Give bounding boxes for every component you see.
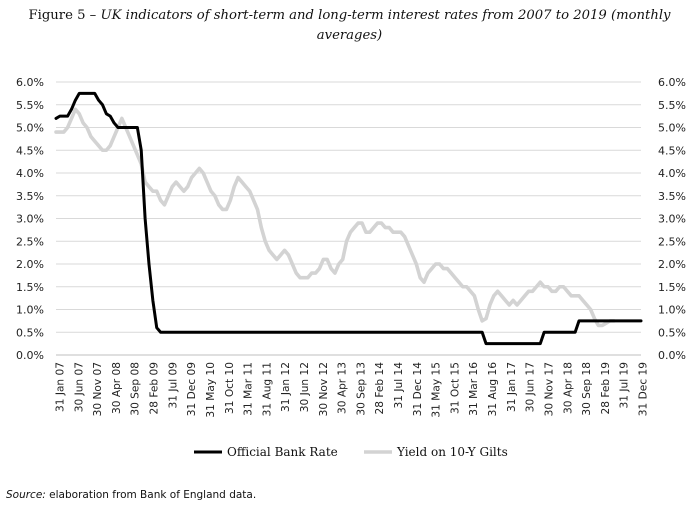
y-tick-label-right: 4.0% bbox=[658, 167, 686, 180]
y-axis-left: 0.0% 0.5% 1.0% 1.5% 2.0% 2.5% 3.0% 3.5% 4.0% 4.5%… bbox=[16, 76, 44, 362]
x-tick-label: 30 Apr 18 bbox=[562, 362, 574, 414]
x-tick-label: 31 Oct 15 bbox=[449, 362, 461, 414]
y-tick-label-right: 0.0% bbox=[658, 349, 686, 362]
x-tick-label: 31 Jan 17 bbox=[506, 362, 518, 412]
legend: Official Bank Rate Yield on 10-Y Gilts bbox=[194, 445, 508, 459]
y-tick-label-right: 6.0% bbox=[658, 76, 686, 89]
x-tick-label: 31 May 10 bbox=[205, 362, 217, 418]
x-tick-label: 31 Mar 11 bbox=[243, 362, 255, 416]
plot-area bbox=[54, 91, 643, 346]
y-tick-label-right: 1.5% bbox=[658, 281, 686, 294]
y-tick-label-right: 5.5% bbox=[658, 99, 686, 112]
x-tick-label: 30 Nov 07 bbox=[92, 362, 104, 416]
x-tick-label: 30 Sep 18 bbox=[581, 362, 593, 416]
y-tick-label-left: 6.0% bbox=[16, 76, 44, 89]
y-tick-label-left: 5.5% bbox=[16, 99, 44, 112]
x-tick-label: 31 Jan 12 bbox=[280, 362, 292, 412]
x-tick-label: 31 Dec 14 bbox=[412, 362, 424, 416]
x-tick-label: 28 Feb 09 bbox=[149, 362, 161, 414]
x-tick-label: 30 Sep 13 bbox=[355, 362, 367, 416]
y-tick-label-left: 0.0% bbox=[16, 349, 44, 362]
x-tick-label: 28 Feb 19 bbox=[600, 362, 612, 414]
grid-lines bbox=[56, 81, 641, 356]
x-tick-label: 28 Feb 14 bbox=[374, 362, 386, 415]
y-tick-label-right: 2.0% bbox=[658, 258, 686, 271]
figure-number: Figure 5 – bbox=[28, 8, 101, 23]
y-axis-right: 0.0% 0.5% 1.0% 1.5% 2.0% 2.5% 3.0% 3.5% 4.0% 4.5%… bbox=[658, 76, 686, 362]
y-tick-label-left: 1.0% bbox=[16, 304, 44, 317]
x-axis: 31 Jan 07 30 Jun 07 30 Nov 07 30 Apr 08 30 S… bbox=[55, 362, 650, 418]
x-tick-label: 30 Apr 08 bbox=[111, 362, 123, 414]
x-tick-label: 31 Jul 19 bbox=[619, 362, 631, 408]
x-tick-label: 30 Jun 07 bbox=[73, 362, 85, 412]
y-tick-label-left: 0.5% bbox=[16, 326, 44, 339]
x-tick-label: 31 Mar 16 bbox=[468, 362, 480, 416]
x-tick-label: 30 Jun 12 bbox=[299, 362, 311, 412]
y-tick-label-right: 3.5% bbox=[658, 190, 686, 203]
x-tick-label: 30 Jun 17 bbox=[525, 362, 537, 412]
y-tick-label-left: 3.5% bbox=[16, 190, 44, 203]
x-tick-label: 30 Apr 13 bbox=[337, 362, 349, 414]
x-tick-label: 31 Aug 11 bbox=[261, 362, 273, 416]
figure-title-text: UK indicators of short-term and long-ter… bbox=[100, 8, 671, 43]
y-tick-label-right: 3.0% bbox=[658, 213, 686, 226]
y-tick-label-left: 1.5% bbox=[16, 281, 44, 294]
x-tick-label: 31 Jul 09 bbox=[167, 362, 179, 408]
y-tick-label-left: 5.0% bbox=[16, 122, 44, 135]
source-text: elaboration from Bank of England data. bbox=[45, 489, 257, 501]
y-tick-label-left: 4.5% bbox=[16, 144, 44, 157]
series-line-bank-rate bbox=[54, 91, 643, 346]
y-tick-label-left: 4.0% bbox=[16, 167, 44, 180]
x-tick-label: 31 Aug 16 bbox=[487, 362, 499, 417]
x-tick-label: 31 Jul 14 bbox=[393, 362, 405, 409]
source-note: Source: elaboration from Bank of England… bbox=[6, 489, 256, 501]
source-label: Source: bbox=[6, 489, 46, 501]
x-tick-label: 31 Jan 07 bbox=[55, 362, 67, 412]
x-tick-label: 31 Dec 09 bbox=[186, 362, 198, 416]
y-tick-label-right: 4.5% bbox=[658, 144, 686, 157]
figure-title: Figure 5 – UK indicators of short-term a… bbox=[0, 6, 699, 46]
y-tick-label-right: 5.0% bbox=[658, 122, 686, 135]
y-tick-label-right: 2.5% bbox=[658, 235, 686, 248]
y-tick-label-right: 1.0% bbox=[658, 304, 686, 317]
legend-label-gilts: Yield on 10-Y Gilts bbox=[396, 445, 508, 459]
x-tick-label: 31 May 15 bbox=[431, 362, 443, 418]
series-line-gilts bbox=[54, 107, 616, 328]
legend-label-bank-rate: Official Bank Rate bbox=[227, 445, 338, 459]
x-tick-label: 30 Sep 08 bbox=[130, 362, 142, 416]
y-tick-label-left: 3.0% bbox=[16, 213, 44, 226]
y-tick-label-left: 2.5% bbox=[16, 235, 44, 248]
x-tick-label: 31 Dec 19 bbox=[638, 362, 650, 416]
x-tick-label: 30 Nov 12 bbox=[318, 362, 330, 416]
y-tick-label-right: 0.5% bbox=[658, 326, 686, 339]
x-tick-label: 31 Oct 10 bbox=[224, 362, 236, 414]
y-tick-label-left: 2.0% bbox=[16, 258, 44, 271]
x-tick-label: 30 Nov 17 bbox=[543, 362, 555, 416]
